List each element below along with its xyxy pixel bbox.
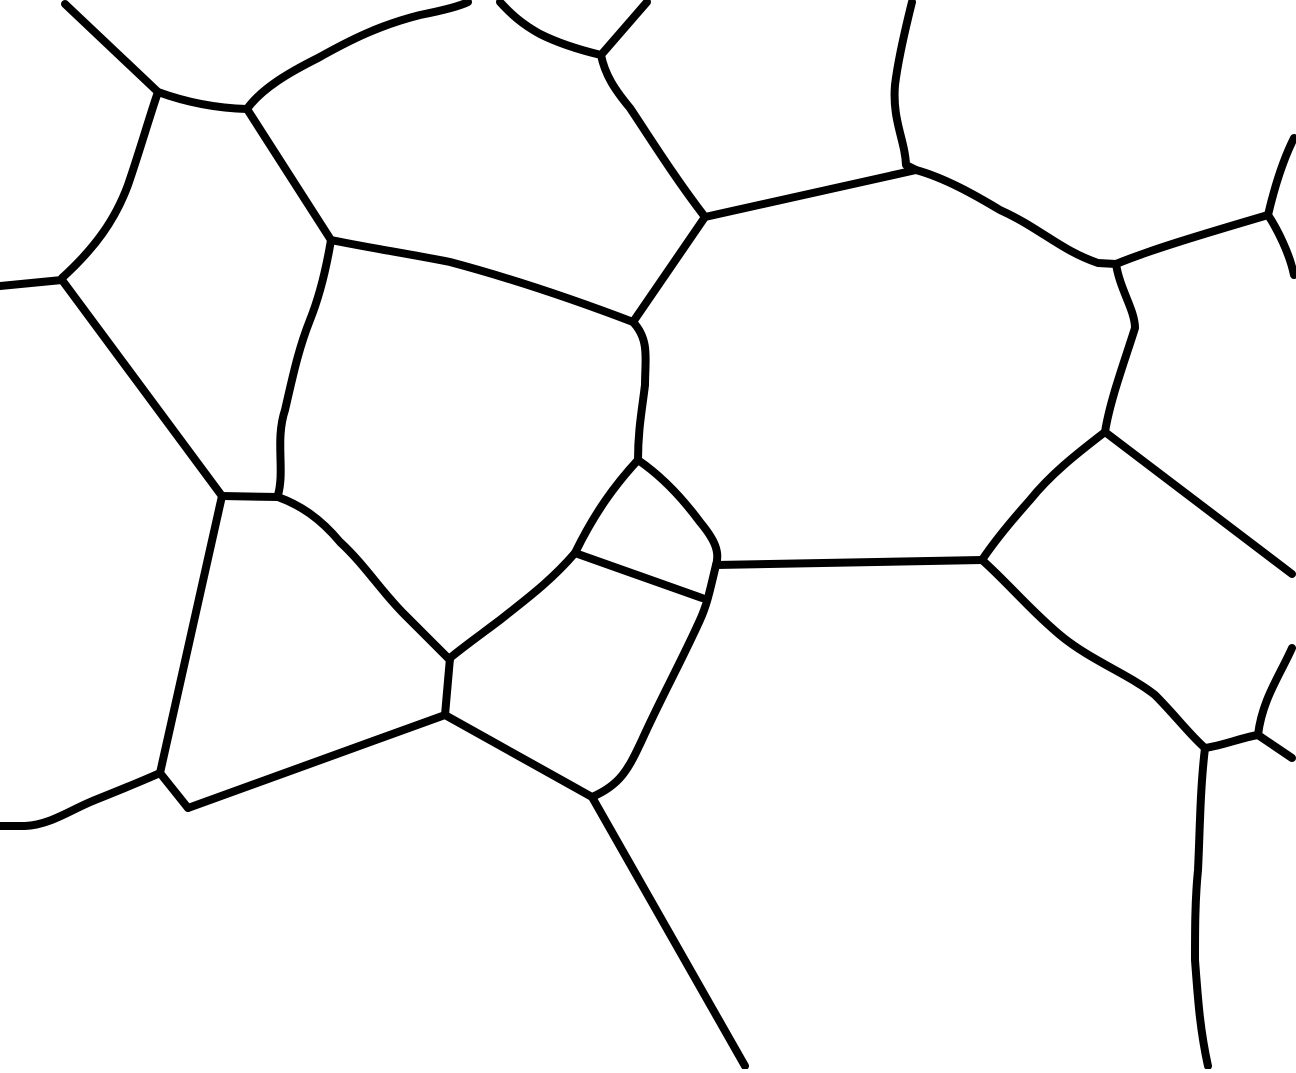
cell-edge bbox=[0, 276, 66, 290]
cell-edge bbox=[1254, 731, 1296, 762]
cell-edge bbox=[274, 236, 335, 499]
cell-edge bbox=[1101, 428, 1296, 578]
cell-edge bbox=[0, 769, 164, 830]
cell-edge bbox=[1101, 260, 1139, 436]
cell-edge bbox=[1201, 731, 1262, 752]
cell-edge bbox=[58, 88, 162, 282]
cell-edge bbox=[496, 0, 605, 59]
cell-edge bbox=[156, 492, 226, 777]
cell-edge bbox=[1264, 134, 1296, 219]
cell-edge bbox=[978, 556, 1209, 752]
cell-edge bbox=[571, 549, 706, 602]
cell-edge bbox=[218, 492, 282, 501]
cell-edge bbox=[890, 0, 920, 174]
cell-edge bbox=[571, 456, 642, 557]
cell-edge bbox=[912, 166, 1120, 268]
cell-edge bbox=[629, 213, 709, 326]
cell-edge bbox=[243, 0, 472, 113]
cell-edge bbox=[588, 793, 749, 1070]
cell-edge bbox=[441, 654, 454, 719]
cell-edge bbox=[978, 428, 1109, 564]
cell-edge bbox=[597, 51, 709, 221]
cell-edge bbox=[61, 0, 162, 96]
cell-edge bbox=[274, 493, 454, 664]
cell-edge bbox=[327, 236, 637, 326]
cell-edge bbox=[1191, 744, 1212, 1070]
cell-edge bbox=[1254, 644, 1296, 739]
cell-edge bbox=[446, 549, 579, 662]
cell-edge bbox=[58, 276, 226, 500]
cell-edge bbox=[441, 711, 596, 801]
cell-edge bbox=[629, 318, 650, 464]
cell-edge bbox=[243, 105, 335, 244]
cell-edge bbox=[588, 561, 720, 801]
cell-edge bbox=[156, 769, 192, 812]
cell-edge bbox=[634, 456, 722, 569]
cell-edge bbox=[1264, 211, 1296, 279]
cell-edge bbox=[184, 711, 449, 812]
cell-edge bbox=[701, 166, 920, 221]
cell-edge bbox=[597, 0, 651, 59]
cell-edge bbox=[154, 88, 251, 113]
cell-edge bbox=[1112, 211, 1272, 268]
cell-edge bbox=[712, 556, 986, 569]
